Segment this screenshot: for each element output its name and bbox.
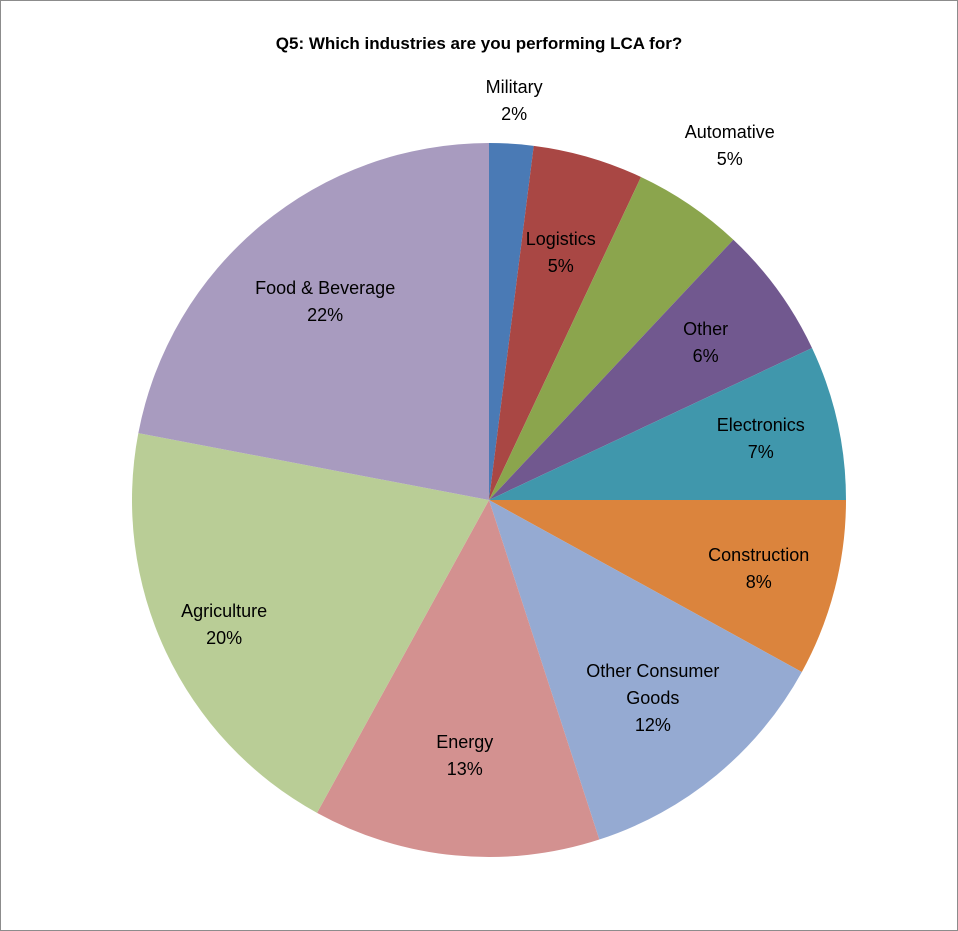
slice-value: 12% (634, 714, 671, 735)
pie-slice (138, 143, 489, 500)
slice-name: Electronics (716, 415, 805, 436)
slice-name: Military (485, 76, 543, 97)
slice-value: 7% (747, 442, 774, 463)
pie-slice (489, 500, 802, 840)
pie-slice (489, 176, 734, 500)
slice-value: 13% (446, 758, 483, 779)
slice-label: Other Consumer Goods 12% (573, 658, 733, 739)
slice-label: Agriculture 20% (144, 598, 304, 652)
slice-value: 8% (745, 572, 772, 593)
slice-label: Military 2% (434, 74, 594, 128)
pie-slice (317, 500, 600, 857)
slice-name: Food & Beverage (255, 277, 396, 298)
pie-slice (489, 239, 813, 501)
slice-value: 22% (307, 304, 344, 325)
pie-slice (489, 347, 846, 500)
slice-label: Logistics 5% (481, 226, 641, 280)
slice-label: Automative 5% (650, 119, 810, 173)
slice-value: 5% (547, 256, 574, 277)
pie-slice (489, 500, 846, 672)
slice-label: Construction 8% (679, 542, 839, 596)
slice-name: Energy (436, 731, 494, 752)
pie-slice (132, 433, 490, 813)
pie-slice (489, 145, 642, 500)
slice-value: 20% (206, 627, 243, 648)
slice-name: Construction (708, 545, 810, 566)
slice-name: Agriculture (181, 600, 268, 621)
slice-value: 5% (716, 148, 743, 169)
chart-title: Q5: Which industries are you performing … (275, 34, 683, 53)
slice-label: Electronics 7% (681, 412, 841, 466)
pie-slice (489, 143, 534, 500)
slice-label: Energy 13% (385, 729, 545, 783)
slice-name: Other (683, 318, 729, 339)
slice-label: Food & Beverage 22% (245, 275, 405, 329)
slice-label: Other 6% (626, 316, 786, 370)
slice-name: Automative (684, 121, 775, 142)
slice-value: 6% (692, 345, 719, 366)
slice-value: 2% (501, 103, 528, 124)
slice-name: Other Consumer Goods (586, 660, 720, 708)
slice-name: Logistics (525, 229, 596, 250)
